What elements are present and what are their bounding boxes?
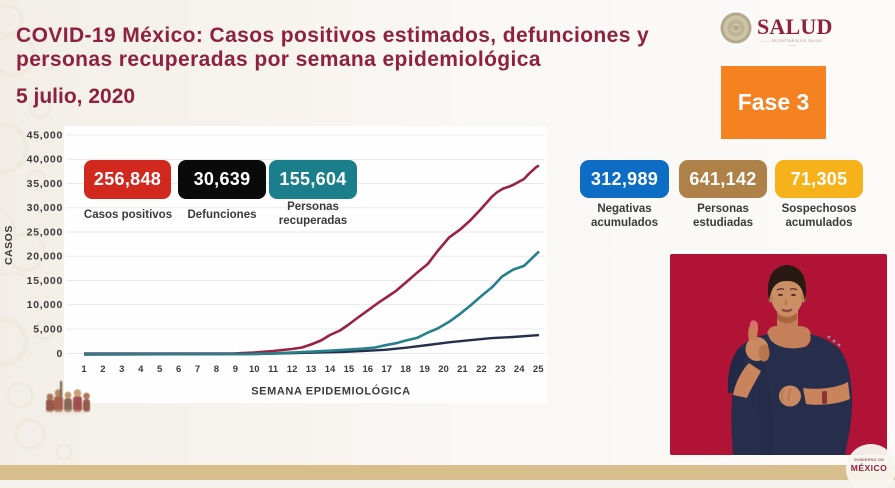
svg-text:5: 5: [157, 364, 163, 375]
svg-text:35,000: 35,000: [27, 178, 63, 190]
svg-text:19: 19: [419, 364, 430, 375]
svg-text:16: 16: [363, 364, 374, 375]
svg-text:8: 8: [214, 364, 219, 375]
svg-text:4: 4: [138, 364, 144, 375]
svg-text:20,000: 20,000: [27, 251, 63, 263]
svg-text:MÉXICO: MÉXICO: [851, 463, 888, 473]
svg-text:11: 11: [268, 364, 279, 375]
svg-text:24: 24: [514, 364, 525, 375]
svg-text:14: 14: [325, 364, 336, 375]
svg-text:22: 22: [476, 364, 487, 375]
svg-text:SEMANA EPIDEMIOLÓGICA: SEMANA EPIDEMIOLÓGICA: [251, 385, 410, 398]
svg-text:10,000: 10,000: [27, 299, 63, 311]
svg-text:18: 18: [400, 364, 411, 375]
svg-text:23: 23: [495, 364, 506, 375]
svg-text:12: 12: [287, 364, 298, 375]
svg-text:10: 10: [249, 364, 260, 375]
svg-text:17: 17: [381, 364, 392, 375]
svg-text:25,000: 25,000: [27, 227, 63, 239]
svg-text:21: 21: [457, 364, 468, 375]
svg-text:GOBIERNO DE: GOBIERNO DE: [854, 458, 884, 462]
svg-text:30,000: 30,000: [27, 202, 63, 214]
svg-text:5,000: 5,000: [33, 324, 63, 336]
svg-text:1: 1: [81, 364, 87, 375]
svg-text:20: 20: [438, 364, 449, 375]
svg-text:7: 7: [195, 364, 200, 375]
svg-text:CASOS: CASOS: [3, 225, 15, 265]
svg-text:15: 15: [344, 364, 355, 375]
svg-text:40,000: 40,000: [27, 154, 63, 166]
svg-text:6: 6: [176, 364, 181, 375]
svg-text:2: 2: [100, 364, 105, 375]
svg-text:9: 9: [233, 364, 238, 375]
svg-text:15,000: 15,000: [27, 275, 63, 287]
svg-text:3: 3: [119, 364, 124, 375]
svg-text:25: 25: [533, 364, 544, 375]
svg-text:45,000: 45,000: [27, 130, 63, 142]
svg-text:0: 0: [56, 348, 63, 360]
svg-text:13: 13: [306, 364, 317, 375]
